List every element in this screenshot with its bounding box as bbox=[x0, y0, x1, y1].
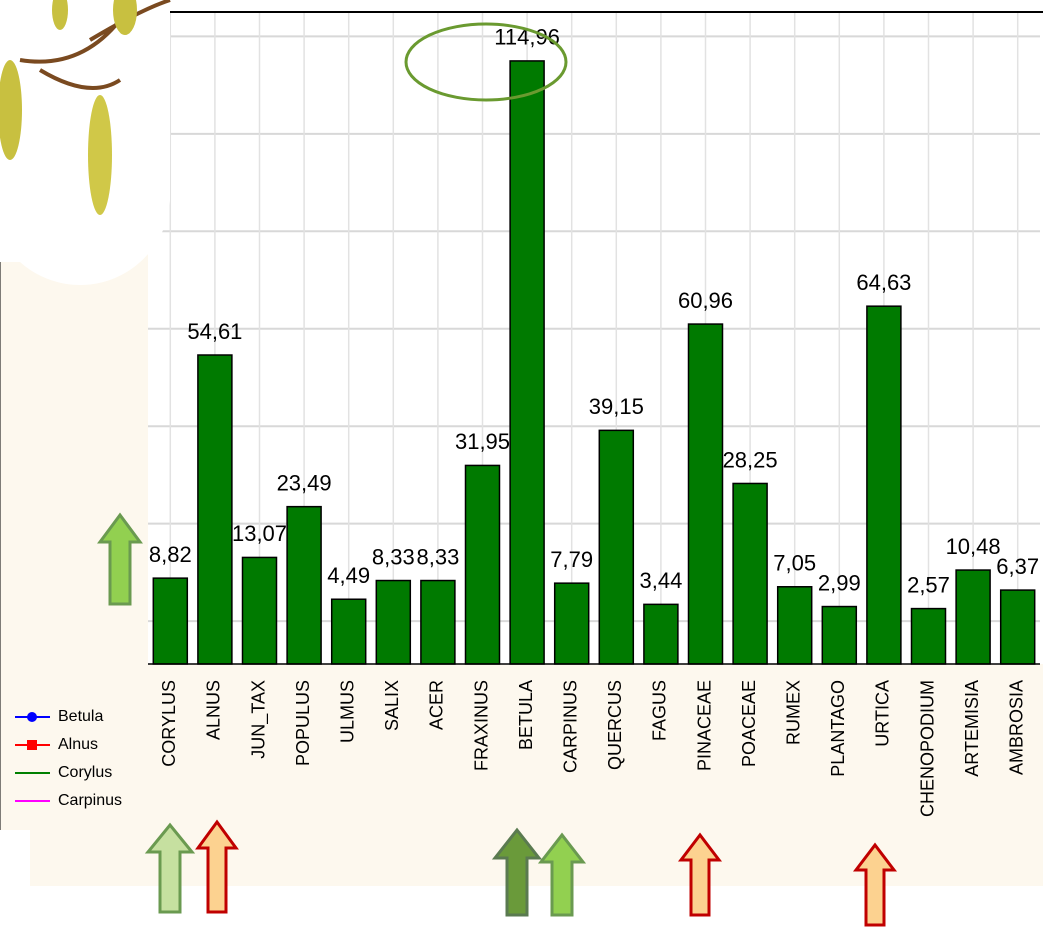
value-label: 2,57 bbox=[907, 572, 950, 597]
bar bbox=[955, 569, 991, 665]
highlight-ellipse bbox=[404, 22, 568, 102]
x-tick-label: CHENOPODIUM bbox=[917, 680, 937, 817]
bar bbox=[866, 305, 902, 665]
bar bbox=[197, 354, 233, 665]
bar bbox=[286, 505, 322, 665]
x-tick-label: ACER bbox=[427, 680, 447, 730]
legend-label: Alnus bbox=[58, 736, 98, 753]
bar bbox=[241, 556, 278, 665]
bar bbox=[330, 598, 367, 665]
value-label: 31,95 bbox=[455, 429, 510, 454]
x-tick-label: SALIX bbox=[382, 680, 402, 731]
bar bbox=[821, 605, 858, 665]
arrows bbox=[97, 512, 898, 927]
x-tick-label: PLANTAGO bbox=[828, 680, 848, 777]
value-label: 7,79 bbox=[550, 547, 593, 572]
bar bbox=[687, 323, 724, 665]
bar bbox=[732, 482, 768, 665]
x-tick-label: POACEAE bbox=[739, 680, 759, 767]
value-label: 4,49 bbox=[327, 563, 370, 588]
value-label: 39,15 bbox=[589, 394, 644, 419]
value-label: 13,07 bbox=[232, 521, 287, 546]
legend-label: Betula bbox=[58, 708, 103, 725]
bar bbox=[152, 577, 189, 665]
bar bbox=[509, 60, 545, 665]
value-label: 23,49 bbox=[277, 470, 332, 495]
bar bbox=[910, 607, 947, 665]
value-label: 8,82 bbox=[149, 542, 192, 567]
value-label: 60,96 bbox=[678, 288, 733, 313]
value-label: 10,48 bbox=[946, 534, 1001, 559]
plot-area bbox=[148, 12, 1040, 664]
value-label: 3,44 bbox=[639, 568, 682, 593]
bar bbox=[375, 579, 412, 665]
value-label: 6,37 bbox=[996, 554, 1039, 579]
value-label: 2,99 bbox=[818, 570, 861, 595]
value-label: 28,25 bbox=[723, 447, 778, 472]
x-tick-label: POPULUS bbox=[293, 680, 313, 766]
x-tick-label: ULMUS bbox=[337, 680, 357, 743]
bar bbox=[553, 582, 590, 665]
x-tick-label: JUN_TAX bbox=[248, 680, 269, 759]
value-label: 8,33 bbox=[416, 544, 459, 569]
x-tick-label: CORYLUS bbox=[159, 680, 179, 767]
value-label: 8,33 bbox=[372, 544, 415, 569]
bar bbox=[643, 603, 679, 665]
x-tick-label: ALNUS bbox=[204, 680, 224, 740]
x-tick-label: CARPINUS bbox=[560, 680, 580, 773]
value-label: 64,63 bbox=[856, 270, 911, 295]
legend-label: Carpinus bbox=[58, 792, 122, 809]
x-tick-label: PINACEAE bbox=[694, 680, 714, 771]
legend-marker bbox=[27, 740, 37, 750]
x-tick-label: FAGUS bbox=[650, 680, 670, 741]
bar bbox=[776, 586, 813, 665]
x-tick-label: QUERCUS bbox=[605, 680, 625, 770]
x-tick-label: AMBROSIA bbox=[1006, 680, 1026, 775]
x-tick-label: ARTEMISIA bbox=[962, 680, 982, 777]
bar bbox=[999, 589, 1036, 665]
bar bbox=[598, 429, 635, 665]
bar bbox=[420, 579, 456, 665]
value-label: 54,61 bbox=[187, 319, 242, 344]
legend-label: Corylus bbox=[58, 764, 112, 781]
catkin-image bbox=[0, 0, 171, 286]
legend-marker bbox=[27, 712, 37, 722]
x-tick-label: URTICA bbox=[873, 680, 893, 747]
x-tick-label: RUMEX bbox=[783, 680, 803, 745]
bar bbox=[464, 464, 501, 665]
x-tick-label: BETULA bbox=[516, 680, 536, 750]
value-label: 7,05 bbox=[773, 551, 816, 576]
x-tick-label: FRAXINUS bbox=[471, 680, 491, 771]
